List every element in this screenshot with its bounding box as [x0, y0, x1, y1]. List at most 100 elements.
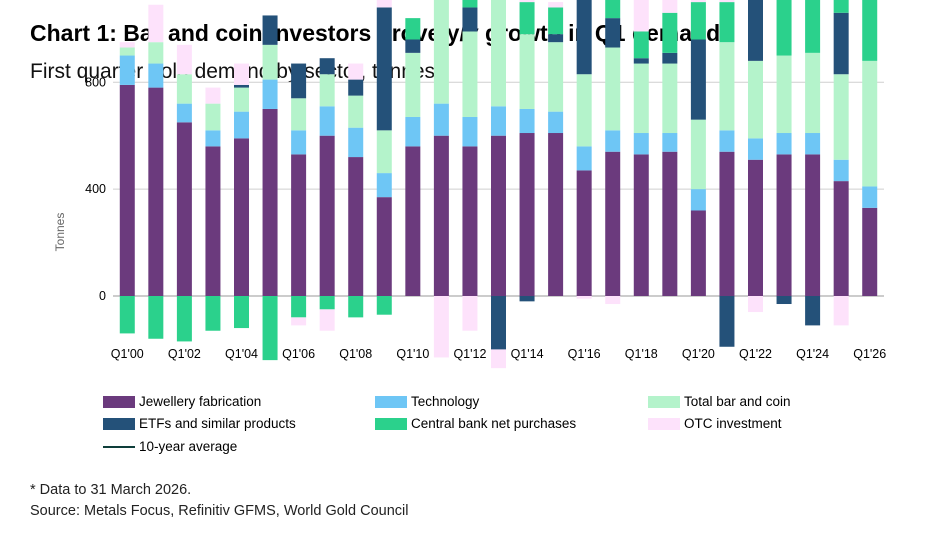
y-tick-label: 400 [85, 182, 106, 196]
bar-segment [405, 52, 421, 117]
bar-segment [690, 2, 706, 40]
bar-segment [462, 0, 478, 8]
bar-segment [491, 135, 506, 296]
bar-segment [462, 296, 478, 331]
bar-segment [548, 2, 564, 8]
bar-segment [376, 197, 392, 296]
bar-segment [148, 42, 164, 64]
legend-item-central-bank: Central bank net purchases [375, 416, 576, 431]
bar-segment [748, 60, 763, 139]
bar-segment [462, 146, 478, 296]
x-tick-label: Q1'00 [111, 347, 144, 361]
bar-segment [548, 42, 564, 112]
bar-segment [205, 146, 221, 296]
x-tick-label: Q1'18 [625, 347, 658, 361]
bar-segment [348, 127, 364, 158]
bar-segment [119, 47, 135, 56]
bar-segment [205, 103, 221, 131]
bar-segment [862, 0, 878, 61]
bar-segment [291, 317, 307, 326]
legend-item-bar-coin: Total bar and coin [648, 394, 791, 409]
bar-segment [605, 130, 621, 152]
bar-segment [748, 296, 763, 313]
bar-segment [690, 119, 706, 190]
bar-segment [119, 296, 135, 334]
bar-segment [491, 296, 506, 350]
x-tick-label: Q1'10 [396, 347, 429, 361]
x-axis-ticks: Q1'00 Q1'02 Q1'04 Q1'06 Q1'08 Q1'10 Q1'12 Q1'14… [111, 347, 886, 361]
bar-segment [348, 296, 364, 318]
legend-swatch [103, 395, 135, 408]
bar-segment [548, 34, 564, 43]
bar-segment [548, 7, 564, 35]
bar-segment [148, 87, 164, 296]
bar-segment [576, 296, 592, 299]
legend: Jewellery fabrication Technology Total b… [103, 394, 903, 464]
bar-segment [519, 2, 535, 35]
bar-segment [262, 296, 278, 361]
bar-segment [833, 74, 849, 160]
bar-segment [348, 63, 364, 80]
x-tick-label: Q1'14 [511, 347, 544, 361]
bar-segment [662, 12, 678, 53]
bar-segment [605, 47, 621, 131]
bar-segment [376, 130, 392, 174]
bar-segment [719, 2, 735, 43]
y-axis-label: Tonnes [53, 213, 67, 252]
bar-segment [176, 103, 192, 123]
bar-segment [348, 95, 364, 128]
bar-segment [719, 42, 735, 131]
bar-segment [690, 210, 706, 296]
bar-segment [119, 42, 135, 48]
bar-segment [291, 154, 307, 296]
bar-segment [319, 135, 335, 296]
bar-segment [748, 159, 763, 296]
x-tick-label: Q1'12 [453, 347, 486, 361]
bar-segment [605, 0, 621, 19]
bar-segment [205, 87, 221, 104]
bar-segment [576, 74, 592, 147]
legend-label: Central bank net purchases [411, 416, 577, 431]
bar-segment [833, 181, 849, 296]
bar-segment [519, 133, 535, 296]
legend-label: Total bar and coin [684, 394, 791, 409]
bar-segment [491, 349, 506, 369]
legend-swatch [375, 417, 407, 430]
bar-segment [719, 151, 735, 296]
bar-segment [405, 18, 421, 40]
bar-segment [491, 106, 506, 136]
bars [119, 0, 878, 369]
bar-segment [234, 87, 249, 112]
bar-segment [462, 7, 478, 32]
source-note: Source: Metals Focus, Refinitiv GFMS, Wo… [30, 503, 409, 519]
bar-segment [833, 296, 849, 326]
bar-segment [319, 58, 335, 75]
bar-segment [548, 111, 564, 134]
legend-item-otc: OTC investment [648, 416, 782, 431]
bar-segment [576, 0, 592, 75]
bar-segment [376, 0, 392, 8]
bar-segment [805, 0, 821, 53]
bar-segment [148, 4, 164, 43]
legend-swatch [103, 417, 135, 430]
bar-segment [833, 159, 849, 182]
bar-segment [690, 39, 706, 120]
bar-segment [148, 63, 164, 88]
legend-item-etfs: ETFs and similar products [103, 416, 296, 431]
bar-segment [234, 138, 249, 296]
x-tick-label: Q1'04 [225, 347, 258, 361]
bar-segment [833, 12, 849, 75]
legend-label: ETFs and similar products [139, 416, 296, 431]
bar-segment [205, 296, 221, 331]
bar-segment [234, 296, 249, 329]
bar-segment [176, 44, 192, 75]
bar-segment [548, 133, 564, 296]
bar-segment [433, 296, 449, 358]
bar-segment [805, 52, 821, 134]
bar-segment [633, 154, 649, 296]
bar-segment [291, 63, 307, 99]
bar-segment [690, 0, 706, 3]
bar-segment [662, 0, 678, 13]
bar-segment [519, 296, 535, 302]
bar-segment [662, 52, 678, 64]
